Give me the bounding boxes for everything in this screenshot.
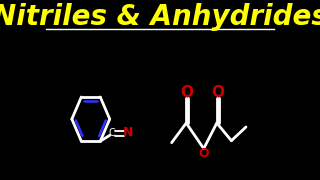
Text: O: O <box>180 85 194 100</box>
Text: C: C <box>108 128 115 138</box>
Text: Nitriles & Anhydrides: Nitriles & Anhydrides <box>0 3 320 31</box>
Text: N: N <box>123 126 133 139</box>
Text: O: O <box>198 147 209 160</box>
Text: O: O <box>211 85 224 100</box>
